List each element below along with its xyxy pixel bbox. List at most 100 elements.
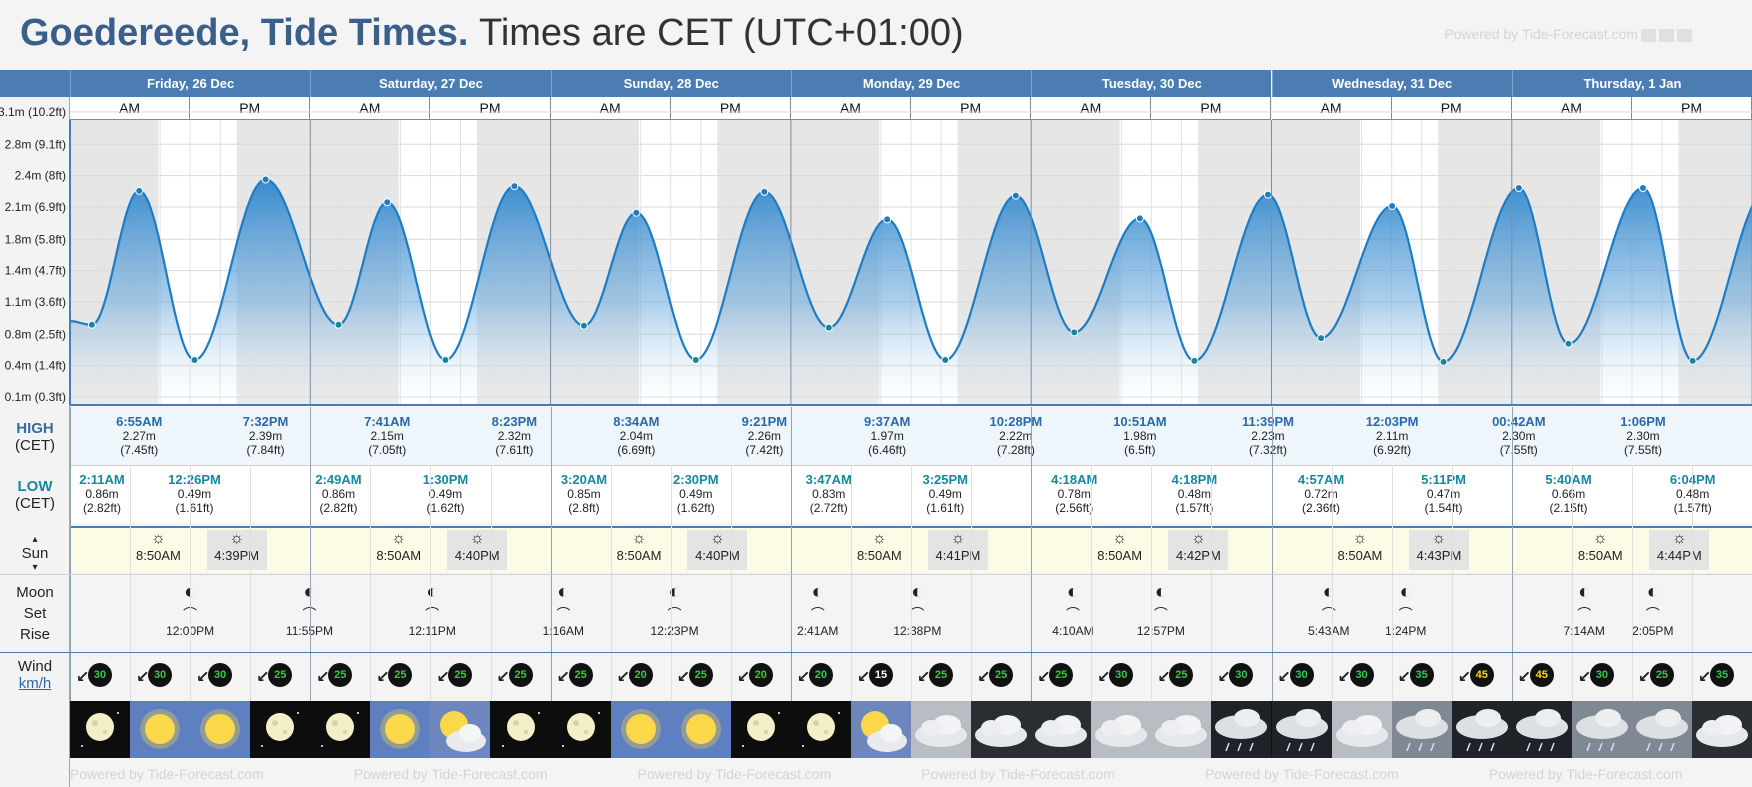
low-tide-cell-feet: (2.72ft): [809, 501, 848, 515]
low-tide-point: [1564, 339, 1573, 348]
low-tide-cell-time: 4:18AM: [1051, 472, 1098, 487]
cloudy-icon: [911, 701, 972, 758]
high-tide-cell-time: 11:39PM: [1241, 414, 1294, 429]
day-header: Friday, 26 Dec: [70, 70, 311, 97]
moon-time: 7:14AM: [1563, 624, 1605, 638]
moon-row-border: [0, 574, 1752, 575]
low-tide-cell-time: 4:18PM: [1171, 472, 1218, 487]
low-tide-cell: 4:57AM 0.72m (2.36ft): [1289, 473, 1353, 516]
wind-cell: ↙ 25: [671, 661, 729, 691]
y-axis-label: 0.8m (2.5ft): [5, 327, 66, 341]
high-tide-cell-meters: 2.30m: [1502, 429, 1536, 443]
moon-time: 2:05PM: [1632, 624, 1674, 638]
low-tide-point: [334, 320, 343, 329]
low-tide-cell-meters: 0.66m: [1551, 487, 1586, 501]
moonrise-icon: ⌒: [810, 606, 825, 622]
column-divider: [1331, 465, 1333, 701]
column-divider: [1091, 465, 1093, 701]
wind-arrow-icon: ↙: [977, 669, 991, 686]
wind-speed: 20: [748, 663, 773, 687]
location-title: Goedereede, Tide Times.: [20, 12, 469, 54]
sunrise-time: 8:50AM: [1577, 548, 1623, 563]
column-divider: [1031, 465, 1033, 701]
powered-by-top[interactable]: Powered by Tide-Forecast.com: [1444, 26, 1692, 42]
sunset-icon: ☼: [1671, 530, 1687, 547]
low-tide-cell-time: 3:20AM: [560, 472, 608, 487]
low-tide-cell-time: 2:49AM: [315, 472, 362, 487]
sunny-icon: [610, 701, 671, 758]
high-tide-cell-time: 6:55AM: [116, 414, 163, 429]
low-tide-label: LOW (CET): [0, 478, 70, 512]
wind-speed: 25: [1649, 663, 1674, 687]
low-tide-cell-time: 12:26PM: [168, 472, 221, 487]
low-tide-cell-feet: (2.15ft): [1549, 501, 1588, 515]
high-tide-cell-feet: (7.32ft): [1248, 443, 1287, 457]
moon-label: Moon Set Rise: [0, 582, 70, 645]
wind-cell: ↙ 25: [1632, 661, 1690, 691]
moon-time: 4:10AM: [1052, 624, 1094, 638]
wind-arrow-icon: ↙: [1397, 669, 1412, 686]
day-header: Saturday, 27 Dec: [310, 70, 551, 97]
moon-phase-icon: ◐: [811, 581, 824, 603]
moon-phase-icon: ◐: [1646, 581, 1659, 603]
sunrise-icon: ☼: [151, 530, 166, 547]
low-tide-point: [190, 355, 199, 364]
low-label-text: LOW: [17, 478, 53, 495]
sunset-time: 4:42PM: [1176, 548, 1221, 563]
sunset-icon: ☼: [1191, 530, 1206, 547]
column-divider: [1391, 465, 1393, 701]
column-divider: [1631, 465, 1633, 701]
wind-label: Wind km/h: [0, 658, 70, 692]
low-tide-point: [691, 355, 700, 364]
wind-speed: 25: [388, 663, 413, 687]
high-tide-cell-time: 00:42AM: [1492, 414, 1546, 429]
wind-speed: 30: [1589, 663, 1614, 687]
day-divider: [550, 407, 552, 527]
wind-cell: ↙ 30: [1572, 661, 1630, 691]
moon-cell: ◐ ⌒ 12:38PM: [887, 580, 947, 638]
wind-speed: 30: [88, 663, 112, 687]
header-left-corner: [0, 70, 70, 97]
wind-speed: 25: [328, 663, 353, 687]
wind-cell: ↙ 25: [551, 661, 609, 691]
wind-cell: ↙ 30: [130, 661, 188, 691]
sunset-time: 4:40PM: [454, 548, 500, 563]
high-tide-cell: 00:42AM 2.30m (7.55ft): [1487, 414, 1551, 458]
wind-arrow-icon: ↙: [736, 669, 751, 686]
wind-speed: 45: [1469, 663, 1494, 687]
sunrise-time: 8:50AM: [376, 548, 422, 563]
column-divider: [1451, 465, 1453, 701]
powered-by-text: Powered by Tide-Forecast.com: [1205, 766, 1399, 782]
rain-icon: [1511, 701, 1572, 758]
sunset-time: 4:40PM: [695, 548, 740, 563]
sun-label: ▴ Sun ▾: [0, 533, 70, 575]
powered-by-text[interactable]: Powered by Tide-Forecast.com: [1444, 26, 1638, 42]
clear-night-icon: [790, 701, 851, 758]
wind-cell: ↙ 20: [791, 661, 849, 691]
low-tide-cell-meters: 0.49m: [928, 487, 962, 501]
high-tide-label: HIGH (CET): [0, 420, 70, 454]
low-tide-point: [1688, 356, 1697, 365]
wind-speed: 15: [868, 663, 893, 687]
wind-speed: 25: [989, 663, 1014, 687]
wind-speed: 25: [1169, 663, 1194, 687]
low-tide-cell-feet: (1.62ft): [676, 501, 715, 515]
wind-arrow-icon: ↙: [76, 669, 90, 686]
wind-arrow-icon: ↙: [616, 669, 631, 686]
high-tide-cell: 7:41AM 2.15m (7.05ft): [355, 415, 419, 458]
low-tide-cell: 5:11PM 0.47m (1.54ft): [1412, 473, 1476, 516]
wind-unit-link[interactable]: km/h: [18, 675, 52, 692]
timezone-note: Times are CET (UTC+01:00): [479, 12, 964, 54]
high-tide-cell-meters: 2.22m: [999, 429, 1033, 443]
high-label-text: HIGH: [16, 420, 54, 437]
wind-arrow-icon: ↙: [1577, 669, 1592, 686]
day-header: Wednesday, 31 Dec: [1271, 70, 1512, 97]
low-tide-point: [824, 323, 833, 332]
moon-cell: ◐ ⌒ 7:14AM: [1554, 580, 1614, 638]
low-tide-cell: 2:30PM 0.49m (1.62ft): [664, 473, 728, 516]
rain-icon: [1391, 701, 1452, 758]
high-tide-point: [1263, 190, 1272, 199]
cloudy-icon: [1031, 701, 1092, 758]
low-tide-cell-meters: 0.86m: [85, 487, 119, 501]
clear-night-icon: [490, 701, 551, 758]
